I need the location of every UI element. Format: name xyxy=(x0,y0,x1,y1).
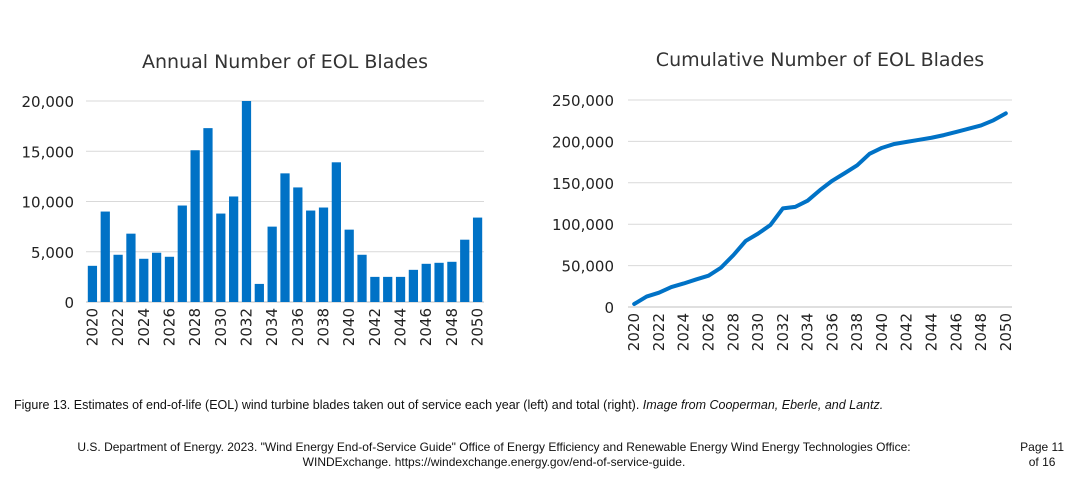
bar xyxy=(344,229,354,302)
x-tick-label: 2028 xyxy=(724,313,742,351)
annual-eol-bar-chart: Annual Number of EOL Blades 0 5,000 10,000 1… xyxy=(0,0,520,390)
bar xyxy=(216,213,226,302)
bar xyxy=(293,187,303,302)
annual-eol-bar-chart-svg: Annual Number of EOL Blades 0 5,000 10,000 1… xyxy=(22,51,487,346)
x-tick-label: 2038 xyxy=(315,308,333,346)
bar xyxy=(306,210,316,302)
page-number: Page 11 of 16 xyxy=(1020,440,1064,470)
x-tick-label: 2042 xyxy=(898,313,916,351)
bar xyxy=(331,162,341,302)
y-tick-label: 100,000 xyxy=(552,216,614,234)
x-tick-label: 2024 xyxy=(135,308,153,346)
bar xyxy=(383,276,393,302)
bar xyxy=(164,256,175,302)
bar xyxy=(87,265,98,302)
x-tick-label: 2020 xyxy=(625,313,643,351)
x-tick-label: 2044 xyxy=(922,313,940,351)
cumulative-eol-line-chart-svg: Cumulative Number of EOL Blades 0 50,000 10… xyxy=(552,49,1015,351)
x-tick-label: 2038 xyxy=(848,313,866,351)
citation-footer: U.S. Department of Energy. 2023. "Wind E… xyxy=(14,440,974,470)
y-tick-label: 150,000 xyxy=(552,175,614,193)
y-tick-label: 0 xyxy=(604,299,614,317)
citation-line-1: U.S. Department of Energy. 2023. "Wind E… xyxy=(77,440,911,454)
caption-credit: Image from Cooperman, Eberle, and Lantz. xyxy=(642,398,884,412)
bar xyxy=(421,263,431,302)
x-tick-label: 2022 xyxy=(109,308,127,346)
bar xyxy=(113,254,123,302)
chart-title: Annual Number of EOL Blades xyxy=(142,51,428,73)
x-tick-label: 2032 xyxy=(237,308,255,346)
page-number-line-1: Page 11 xyxy=(1020,440,1064,454)
bar xyxy=(472,217,483,302)
x-tick-label: 2046 xyxy=(947,313,965,351)
x-tick-label: 2026 xyxy=(700,313,718,351)
y-tick-label: 5,000 xyxy=(31,244,74,262)
bar xyxy=(229,196,239,302)
x-tick-label: 2022 xyxy=(650,313,668,351)
chart-title: Cumulative Number of EOL Blades xyxy=(656,49,984,71)
bar xyxy=(126,233,136,302)
figure-caption: Figure 13. Estimates of end-of-life (EOL… xyxy=(14,398,883,412)
y-tick-label: 20,000 xyxy=(22,93,75,111)
x-tick-label: 2028 xyxy=(186,308,204,346)
bar xyxy=(370,276,380,302)
x-tick-label: 2034 xyxy=(263,308,281,346)
bar xyxy=(357,254,367,302)
page-number-line-2: of 16 xyxy=(1028,455,1056,469)
y-tick-label: 250,000 xyxy=(552,92,614,110)
x-tick-label: 2032 xyxy=(774,313,792,351)
bar xyxy=(460,239,470,302)
x-tick-label: 2048 xyxy=(443,308,461,346)
x-tick-label: 2020 xyxy=(83,308,101,346)
bar xyxy=(203,128,213,302)
x-tick-label: 2044 xyxy=(392,308,410,346)
x-tick-label: 2048 xyxy=(972,313,990,351)
x-tick-label: 2026 xyxy=(160,308,178,346)
y-tick-label: 200,000 xyxy=(552,133,614,151)
x-tick-label: 2040 xyxy=(873,313,891,351)
y-tick-label: 15,000 xyxy=(22,143,75,161)
bar xyxy=(395,276,406,302)
x-tick-label: 2046 xyxy=(417,308,435,346)
y-tick-label: 10,000 xyxy=(22,194,75,212)
y-tick-label: 0 xyxy=(64,294,74,312)
x-tick-label: 2042 xyxy=(366,308,384,346)
bar xyxy=(280,173,290,302)
x-tick-label: 2024 xyxy=(675,313,693,351)
bar xyxy=(241,101,252,302)
x-tick-label: 2030 xyxy=(212,308,230,346)
bar xyxy=(434,262,444,302)
citation-line-2: WINDExchange. https://windexchange.energ… xyxy=(302,455,686,469)
x-tick-label: 2036 xyxy=(823,313,841,351)
x-tick-label: 2030 xyxy=(749,313,767,351)
bar xyxy=(318,207,329,302)
caption-text: Figure 13. Estimates of end-of-life (EOL… xyxy=(14,398,640,412)
bar xyxy=(267,226,277,302)
y-tick-label: 50,000 xyxy=(562,258,615,276)
x-tick-label: 2036 xyxy=(289,308,307,346)
series-line xyxy=(632,111,1008,307)
bar xyxy=(151,252,162,302)
bar xyxy=(447,261,457,302)
x-tick-label: 2050 xyxy=(997,313,1015,351)
bar xyxy=(254,283,264,302)
bar xyxy=(190,150,200,302)
x-tick-label: 2040 xyxy=(340,308,358,346)
bar xyxy=(100,211,110,302)
x-tick-label: 2050 xyxy=(469,308,487,346)
bar xyxy=(177,205,187,302)
cumulative-eol-line-chart: Cumulative Number of EOL Blades 0 50,000 10… xyxy=(540,0,1086,390)
bar xyxy=(408,269,419,302)
x-tick-label: 2034 xyxy=(799,313,817,351)
bar xyxy=(139,258,149,302)
